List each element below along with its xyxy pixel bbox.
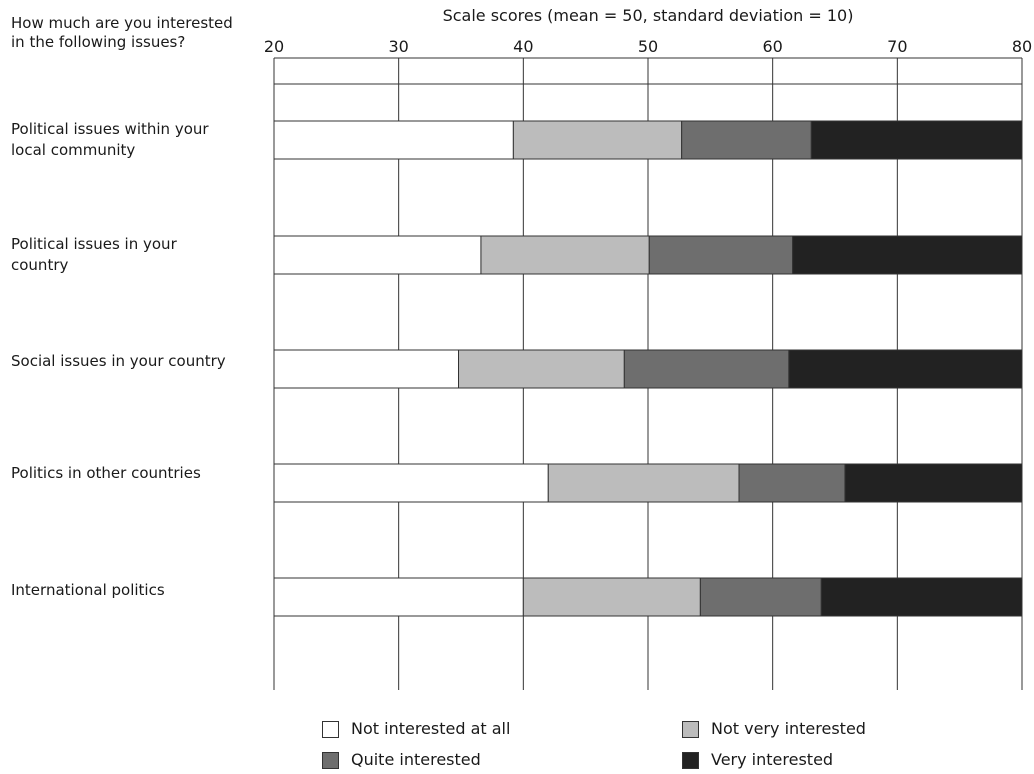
x-tick-label: 40 — [513, 37, 533, 56]
bar-segment — [820, 577, 1023, 617]
legend-item: Quite interested — [322, 750, 481, 770]
x-tick-label: 50 — [638, 37, 658, 56]
axis-title: Scale scores (mean = 50, standard deviat… — [442, 6, 854, 25]
bar-segment — [681, 120, 812, 160]
category-label: Social issues in your country — [11, 352, 226, 370]
x-tick-label: 70 — [887, 37, 907, 56]
category-label: Political issues within your local commu… — [11, 120, 209, 159]
bar-segment — [738, 463, 846, 503]
legend-item: Not interested at all — [322, 719, 510, 739]
legend-item: Not very interested — [682, 719, 866, 739]
legend-swatch — [682, 720, 699, 738]
legend-swatch — [322, 720, 339, 738]
bar-segment — [699, 577, 822, 617]
bar-segment — [273, 235, 482, 275]
legend-label: Not very interested — [711, 719, 866, 738]
x-tick-label: 20 — [264, 37, 284, 56]
legend-label: Not interested at all — [351, 719, 511, 738]
bar-segment — [512, 120, 683, 160]
bar-segment — [480, 235, 650, 275]
bar-segment — [273, 349, 460, 389]
bar-segment — [522, 577, 701, 617]
legend-item: Very interested — [682, 750, 833, 770]
legend-swatch — [682, 751, 699, 769]
bar-segment — [623, 349, 790, 389]
bar-segment — [273, 577, 524, 617]
bar-segment — [788, 349, 1023, 389]
bar-segment — [792, 235, 1023, 275]
category-label: International politics — [11, 581, 165, 599]
bar-segment — [810, 120, 1023, 160]
category-label: Politics in other countries — [11, 464, 201, 482]
x-tick-label: 30 — [388, 37, 408, 56]
legend-swatch — [322, 751, 339, 769]
bar-segment — [844, 463, 1023, 503]
legend-label: Quite interested — [351, 750, 481, 769]
row-header: How much are you interested in the follo… — [11, 14, 233, 51]
x-tick-label: 80 — [1012, 37, 1032, 56]
category-label: Political issues in your country — [11, 235, 177, 274]
legend-label: Very interested — [711, 750, 834, 769]
bar-segment — [273, 463, 549, 503]
x-tick-label: 60 — [762, 37, 782, 56]
bar-segment — [648, 235, 794, 275]
bar-segment — [458, 349, 625, 389]
bar-segment — [547, 463, 740, 503]
bar-segment — [273, 120, 514, 160]
